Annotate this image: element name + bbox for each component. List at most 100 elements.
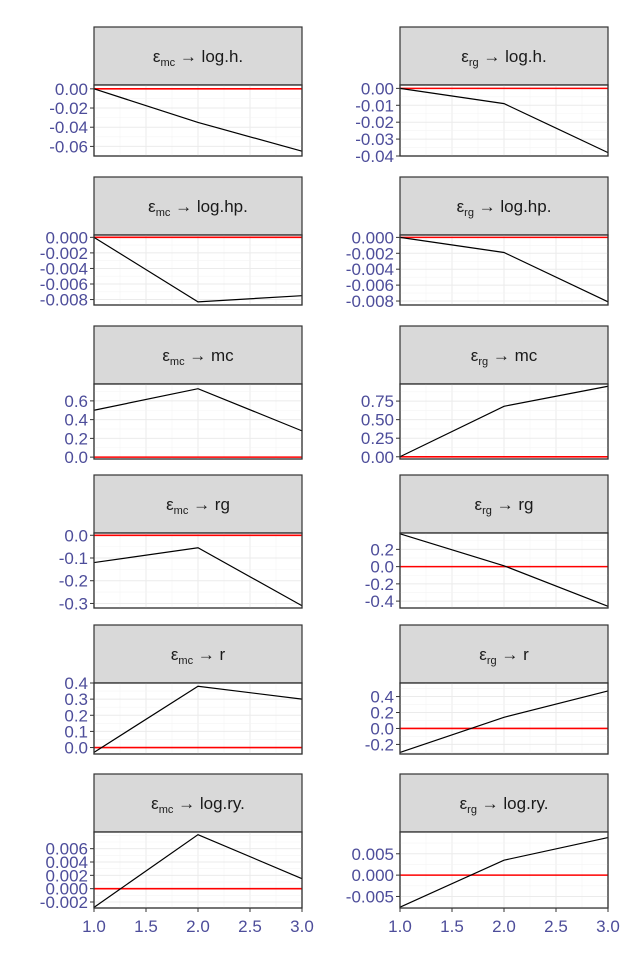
y-tick-label: 0.0 bbox=[64, 448, 88, 467]
facet-strip bbox=[93, 176, 303, 236]
y-tick-label: -0.4 bbox=[365, 592, 394, 611]
plot-border bbox=[399, 84, 609, 157]
facet-panel-rg-log-ry-: εrg → log.ry. 0.005 0.000 -0.005 1.0 1.5 2.0 2.… bbox=[346, 773, 620, 936]
response-line bbox=[399, 236, 609, 303]
y-tick-label: -0.06 bbox=[49, 137, 88, 156]
x-tick-label: 3.0 bbox=[290, 917, 314, 936]
facet-strip bbox=[93, 474, 303, 534]
y-tick-label: -0.005 bbox=[346, 887, 394, 906]
facet-panel-rg-rg: εrg → rg 0.20.0-0.2-0.4 bbox=[365, 474, 609, 611]
response-line bbox=[399, 690, 609, 753]
facet-strip-label: εrg → log.ry. bbox=[460, 794, 549, 816]
facet-strip bbox=[93, 325, 303, 385]
y-tick-label: 0.002 bbox=[45, 866, 88, 885]
y-tick-label: 0.0 bbox=[370, 558, 394, 577]
x-tick-label: 1.0 bbox=[82, 917, 106, 936]
y-tick-label: 0.2 bbox=[370, 704, 394, 723]
response-line bbox=[93, 833, 303, 908]
y-tick-label: 0.005 bbox=[351, 845, 394, 864]
plot-border bbox=[93, 234, 303, 306]
x-tick-label: 1.0 bbox=[388, 917, 412, 936]
response-line bbox=[93, 685, 303, 753]
y-tick-label: 0.0 bbox=[64, 739, 88, 758]
facet-strip bbox=[93, 773, 303, 833]
y-tick-label: 0.4 bbox=[64, 674, 88, 693]
y-tick-label: -0.004 bbox=[40, 259, 88, 278]
x-tick-label: 2.0 bbox=[492, 917, 516, 936]
response-line bbox=[93, 388, 303, 432]
facet-panel-rg-log-h-: εrg → log.h. 0.00-0.01-0.02-0.03-0.04 bbox=[355, 26, 609, 166]
y-tick-label: 0.00 bbox=[361, 448, 394, 467]
facet-strip-label: εmc → mc bbox=[162, 346, 234, 368]
y-tick-label: 0.000 bbox=[45, 880, 88, 899]
y-tick-label: -0.006 bbox=[40, 275, 88, 294]
y-tick-label: -0.2 bbox=[365, 735, 394, 754]
y-tick-label: 0.4 bbox=[64, 411, 88, 430]
y-tick-label: 0.004 bbox=[45, 853, 88, 872]
y-tick-label: -0.004 bbox=[346, 260, 394, 279]
y-tick-label: 0.2 bbox=[370, 540, 394, 559]
facet-strip bbox=[93, 624, 303, 684]
response-line bbox=[399, 385, 609, 458]
y-tick-label: 0.000 bbox=[351, 866, 394, 885]
y-tick-label: 0.006 bbox=[45, 840, 88, 859]
y-tick-label: -0.008 bbox=[346, 292, 394, 311]
plot-border bbox=[93, 532, 303, 609]
x-tick-label: 3.0 bbox=[596, 917, 620, 936]
facet-strip-label: εrg → r bbox=[479, 645, 529, 667]
y-tick-label: 0.0 bbox=[370, 719, 394, 738]
y-tick-label: -0.03 bbox=[355, 130, 394, 149]
y-tick-label: -0.002 bbox=[346, 244, 394, 263]
x-tick-label: 1.5 bbox=[134, 917, 158, 936]
y-tick-label: -0.3 bbox=[59, 594, 88, 613]
plot-border bbox=[93, 84, 303, 157]
y-tick-label: -0.04 bbox=[49, 118, 88, 137]
y-tick-label: -0.02 bbox=[355, 113, 394, 132]
facet-panel-mc-rg: εmc → rg 0.0 -0.1 -0.2 -0.3 bbox=[59, 474, 303, 613]
facet-panel-mc-log-hp-: εmc → log.hp. 0.000-0.002-0.004-0.006-0.0… bbox=[40, 176, 303, 310]
facet-panel-mc-r: εmc → r 0.40.30.20.10.0 bbox=[64, 624, 303, 758]
facet-strip-label: εmc → rg bbox=[166, 495, 230, 517]
y-tick-label: 0.75 bbox=[361, 392, 394, 411]
facet-strip bbox=[399, 624, 609, 684]
y-tick-label: 0.25 bbox=[361, 429, 394, 448]
plot-border bbox=[93, 383, 303, 460]
facet-panel-rg-r: εrg → r 0.40.20.0-0.2 bbox=[365, 624, 609, 755]
facet-panel-rg-log-hp-: εrg → log.hp. 0.000-0.002-0.004-0.006-0.0… bbox=[346, 176, 609, 311]
facet-panel-mc-log-h-: εmc → log.h. 0.00-0.02-0.04-0.06 bbox=[49, 26, 303, 157]
y-tick-label: 0.3 bbox=[64, 690, 88, 709]
response-line bbox=[399, 533, 609, 607]
y-tick-label: 0.000 bbox=[351, 228, 394, 247]
facet-strip-label: εrg → rg bbox=[475, 495, 534, 517]
response-line bbox=[399, 87, 609, 154]
facet-strip bbox=[93, 26, 303, 86]
y-tick-label: 0.00 bbox=[361, 79, 394, 98]
response-line bbox=[399, 836, 609, 908]
y-tick-label: -0.2 bbox=[365, 575, 394, 594]
y-tick-label: 0.0 bbox=[64, 526, 88, 545]
plot-border bbox=[399, 532, 609, 609]
plot-border bbox=[399, 383, 609, 460]
y-tick-label: 0.50 bbox=[361, 411, 394, 430]
facet-strip bbox=[399, 325, 609, 385]
y-tick-label: -0.002 bbox=[40, 244, 88, 263]
y-tick-label: -0.04 bbox=[355, 147, 394, 166]
x-tick-label: 2.0 bbox=[186, 917, 210, 936]
facet-panel-rg-mc: εrg → mc 0.750.500.250.00 bbox=[361, 325, 609, 467]
facet-strip-label: εrg → mc bbox=[471, 346, 538, 368]
y-tick-label: -0.02 bbox=[49, 99, 88, 118]
y-tick-label: -0.1 bbox=[59, 549, 88, 568]
facet-strip-label: εmc → log.ry. bbox=[151, 794, 245, 816]
y-tick-label: 0.00 bbox=[55, 80, 88, 99]
facet-strip-label: εrg → log.h. bbox=[461, 47, 546, 69]
plot-border bbox=[399, 682, 609, 755]
facet-panel-mc-mc: εmc → mc 0.60.40.20.0 bbox=[64, 325, 303, 467]
response-line bbox=[93, 547, 303, 607]
y-tick-label: -0.008 bbox=[40, 291, 88, 310]
y-tick-label: 0.4 bbox=[370, 688, 394, 707]
facet-strip-label: εmc → r bbox=[171, 645, 226, 667]
x-tick-label: 2.5 bbox=[238, 917, 262, 936]
y-tick-label: 0.2 bbox=[64, 429, 88, 448]
